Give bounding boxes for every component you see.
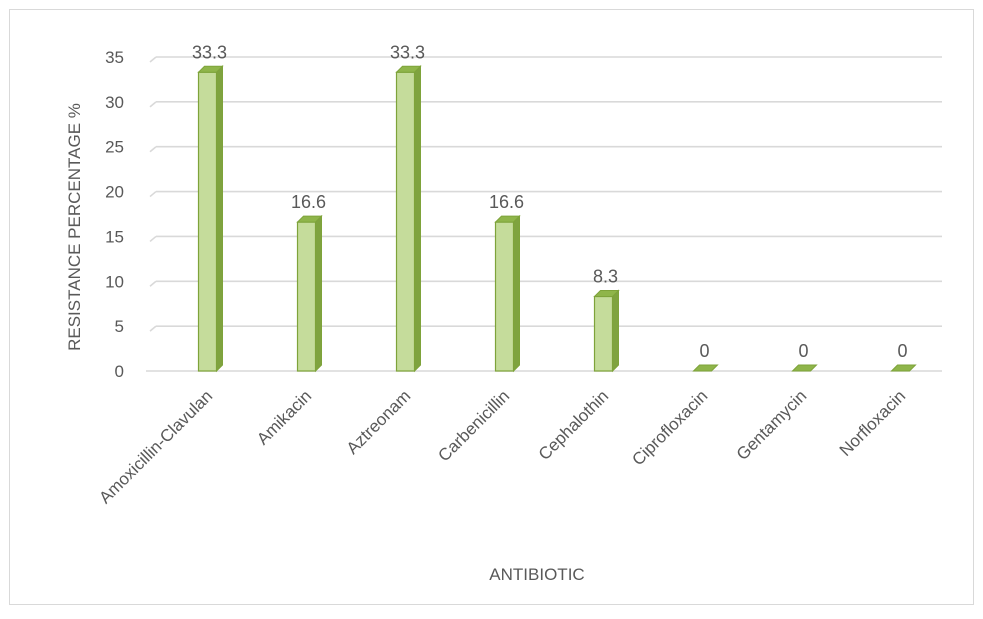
gridlines <box>146 56 942 372</box>
bar-front <box>197 71 218 372</box>
data-label: 8.3 <box>593 267 618 287</box>
bar <box>692 364 719 372</box>
bar <box>395 65 422 373</box>
data-label: 16.6 <box>291 192 326 212</box>
bar <box>791 364 818 372</box>
bar-top <box>593 290 620 298</box>
y-tick-label: 10 <box>105 272 124 291</box>
bar-top <box>197 65 224 73</box>
data-label: 0 <box>897 341 907 361</box>
y-tick-label: 25 <box>105 138 124 157</box>
data-label: 33.3 <box>192 42 227 62</box>
bar <box>593 289 620 373</box>
y-tick-label: 35 <box>105 48 124 67</box>
gridline-depth <box>149 56 157 63</box>
gridline-depth <box>149 190 157 198</box>
chart-frame <box>9 9 974 605</box>
bar-front <box>296 221 317 372</box>
gridline-depth <box>149 280 157 287</box>
y-axis-ticks: 0 5 10 15 20 25 30 35 <box>105 48 124 381</box>
data-labels: 33.3 16.6 33.3 16.6 8.3 0 0 0 <box>192 42 908 361</box>
bar-front <box>494 221 515 372</box>
bar-top <box>791 364 818 372</box>
bar-side <box>216 65 223 373</box>
bar-top <box>692 364 719 372</box>
bar-side <box>414 65 421 373</box>
bar-side <box>612 289 619 373</box>
gridline-depth <box>149 325 157 332</box>
y-tick-label: 30 <box>105 93 124 112</box>
bar <box>494 214 521 373</box>
y-tick-label: 15 <box>105 227 124 246</box>
data-label: 33.3 <box>390 42 425 62</box>
bar-top <box>395 65 422 73</box>
data-label: 0 <box>798 341 808 361</box>
data-label: 16.6 <box>489 192 524 212</box>
bar-top <box>890 364 917 372</box>
bar-side <box>513 214 520 373</box>
y-tick-label: 0 <box>115 362 124 381</box>
bar <box>296 214 323 373</box>
bar <box>890 364 917 372</box>
bar <box>197 65 224 373</box>
bar-side <box>315 214 322 373</box>
bar-front <box>395 71 416 372</box>
bar-front <box>593 295 614 372</box>
y-axis-title: RESISTANCE PERCENTAGE % <box>65 103 84 351</box>
gridline-depth <box>149 101 157 108</box>
data-label: 0 <box>699 341 709 361</box>
bar-top <box>494 215 521 223</box>
gridline-depth <box>149 146 157 153</box>
y-tick-label: 5 <box>115 317 124 336</box>
bars <box>197 65 917 373</box>
bar-top <box>296 215 323 223</box>
gridline-depth <box>149 235 157 243</box>
y-tick-label: 20 <box>105 183 124 202</box>
x-axis-title: ANTIBIOTIC <box>489 565 584 584</box>
